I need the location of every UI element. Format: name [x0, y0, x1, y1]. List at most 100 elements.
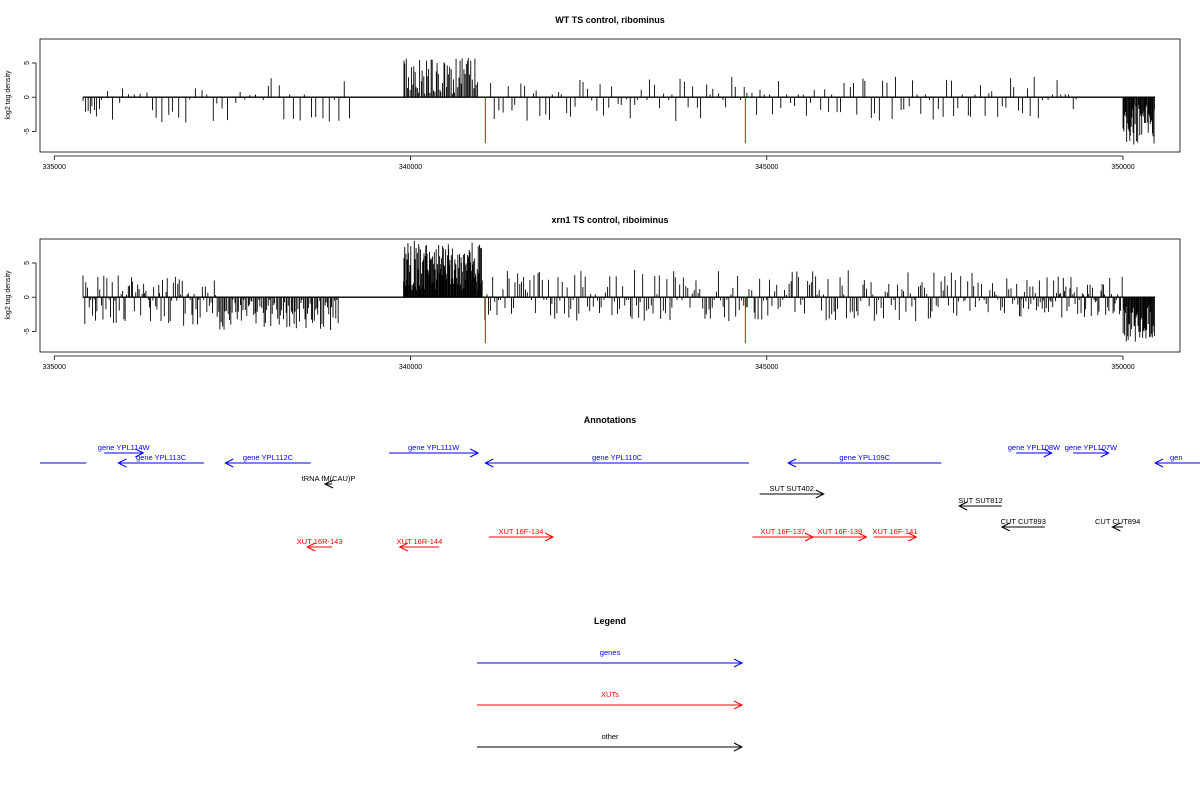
feature-gene: gene YPL110C [484, 453, 749, 468]
arrow-head [733, 658, 744, 668]
feature-label: XUT 16F-137 [760, 527, 805, 536]
track-xrn1: xrn1 TS control, riboiminus log2 tag den… [5, 215, 1181, 371]
legend-item-xut: XUTs [477, 690, 744, 710]
y-axis-label-xrn1: log2 tag density [5, 270, 12, 320]
arrow-head [787, 458, 797, 468]
feature-label: SUT SUT402 [769, 484, 813, 493]
track-wt: WT TS control, ribominus log2 tag densit… [5, 15, 1181, 171]
x-tick-label: 345000 [755, 164, 778, 171]
feature-other: SUT SUT402 [759, 484, 825, 499]
feature-label: gene YPL112C [243, 453, 294, 462]
feature-xut: XUT 16F-141 [873, 527, 918, 542]
x-tick-label: 340000 [399, 364, 422, 371]
y-tick-label: 5 [24, 61, 31, 65]
arrow-head [1000, 522, 1011, 532]
feature-gene: gene YPL109C [787, 453, 942, 468]
feature-label: XUT 16F-134 [498, 527, 543, 536]
feature-label: gene YPL110C [592, 453, 643, 462]
x-tick-label: 350000 [1111, 364, 1134, 371]
arrow-head [224, 458, 234, 468]
y-tick-label: 0 [24, 295, 31, 299]
legend-title: Legend [594, 616, 626, 626]
arrow-head [858, 532, 868, 542]
feature-other: CUT CUT893 [1000, 517, 1046, 532]
arrow-head [1043, 448, 1053, 458]
x-tick-label: 350000 [1111, 164, 1134, 171]
feature-label: gene YPL108W [1008, 443, 1061, 452]
y-axis-label-wt: log2 tag density [5, 70, 12, 120]
feature-label: XUT 16F-141 [873, 527, 918, 536]
y-tick-label: 0 [24, 95, 31, 99]
y-tick-label: 5 [24, 261, 31, 265]
legend-label: other [601, 732, 619, 741]
track-title-xrn1: xrn1 TS control, riboiminus [551, 215, 668, 225]
arrow-head [1100, 448, 1110, 458]
annotations-title: Annotations [584, 415, 637, 425]
arrow-head [117, 458, 127, 468]
feature-label: tRNA fM(CAU)P [302, 474, 356, 483]
x-tick-label: 335000 [43, 164, 66, 171]
feature-label: gene YPL113C [136, 453, 187, 462]
feature-label: gene YPL109C [839, 453, 890, 462]
feature-other: SUT SUT812 [958, 496, 1003, 511]
x-tick-label: 335000 [43, 364, 66, 371]
feature-label: CUT CUT894 [1095, 517, 1140, 526]
arrow-head [815, 489, 825, 499]
feature-xut: XUT 16F-134 [488, 527, 555, 542]
arrow-head [958, 501, 968, 511]
arrow-head [306, 542, 316, 552]
panel-wt: -5 0 5 335000 340000 345000 350000 [24, 38, 1181, 171]
feature-xut: XUT 16F-139 [813, 527, 868, 542]
feature-gene: gen [1153, 453, 1200, 468]
arrow-head [135, 448, 145, 458]
arrow-head [733, 742, 744, 752]
feature-label: gene YPL107W [1065, 443, 1118, 452]
x-tick-label: 340000 [399, 164, 422, 171]
feature-xut: XUT 16R-143 [297, 537, 343, 552]
plot-frame [39, 238, 1181, 353]
legend-item-gene: genes [477, 648, 744, 668]
legend-label: genes [600, 648, 621, 657]
feature-label: CUT CUT893 [1001, 517, 1046, 526]
feature-label: gen [1170, 453, 1183, 462]
feature-xut: XUT 16F-137 [752, 527, 815, 542]
y-tick-label: -5 [24, 128, 31, 134]
feature-other: CUT CUT894 [1095, 517, 1140, 532]
arrow-head [544, 532, 555, 542]
legend-label: XUTs [601, 690, 619, 699]
bars [82, 57, 1155, 145]
feature-other: tRNA fM(CAU)P [302, 474, 356, 489]
feature-label: SUT SUT812 [958, 496, 1002, 505]
arrow-head [398, 542, 409, 552]
legend-item-other: other [477, 732, 744, 752]
legend-items: genes XUTs other [477, 648, 744, 752]
feature-label: XUT 16F-139 [817, 527, 862, 536]
plot-frame [39, 38, 1181, 153]
arrow-head [484, 458, 494, 468]
arrow-head [469, 448, 480, 458]
feature-gene: gene YPL108W [1008, 443, 1061, 458]
panel-xrn1: -5 0 5 335000 340000 345000 350000 [24, 238, 1181, 371]
feature-gene: gene YPL113C [117, 453, 204, 468]
arrow-head [323, 479, 334, 489]
arrow-head [908, 532, 918, 542]
arrow-head [1153, 458, 1164, 468]
feature-gene: gene YPL112C [224, 453, 311, 468]
feature-label: XUT 16R-143 [297, 537, 343, 546]
feature-label: gene YPL114W [98, 443, 151, 452]
legend-section: Legend genes XUTs other [477, 616, 744, 752]
bars [82, 240, 1155, 342]
feature-gene: gene YPL111W [389, 443, 480, 458]
arrow-head [733, 700, 744, 710]
feature-label: XUT 16R-144 [397, 537, 443, 546]
x-tick-label: 345000 [755, 364, 778, 371]
feature-gene: gene YPL107W [1065, 443, 1118, 458]
arrow-head [1111, 522, 1121, 532]
feature-gene: gene YPL114W [98, 443, 151, 458]
feature-label: gene YPL111W [408, 443, 460, 452]
y-tick-label: -5 [24, 328, 31, 334]
